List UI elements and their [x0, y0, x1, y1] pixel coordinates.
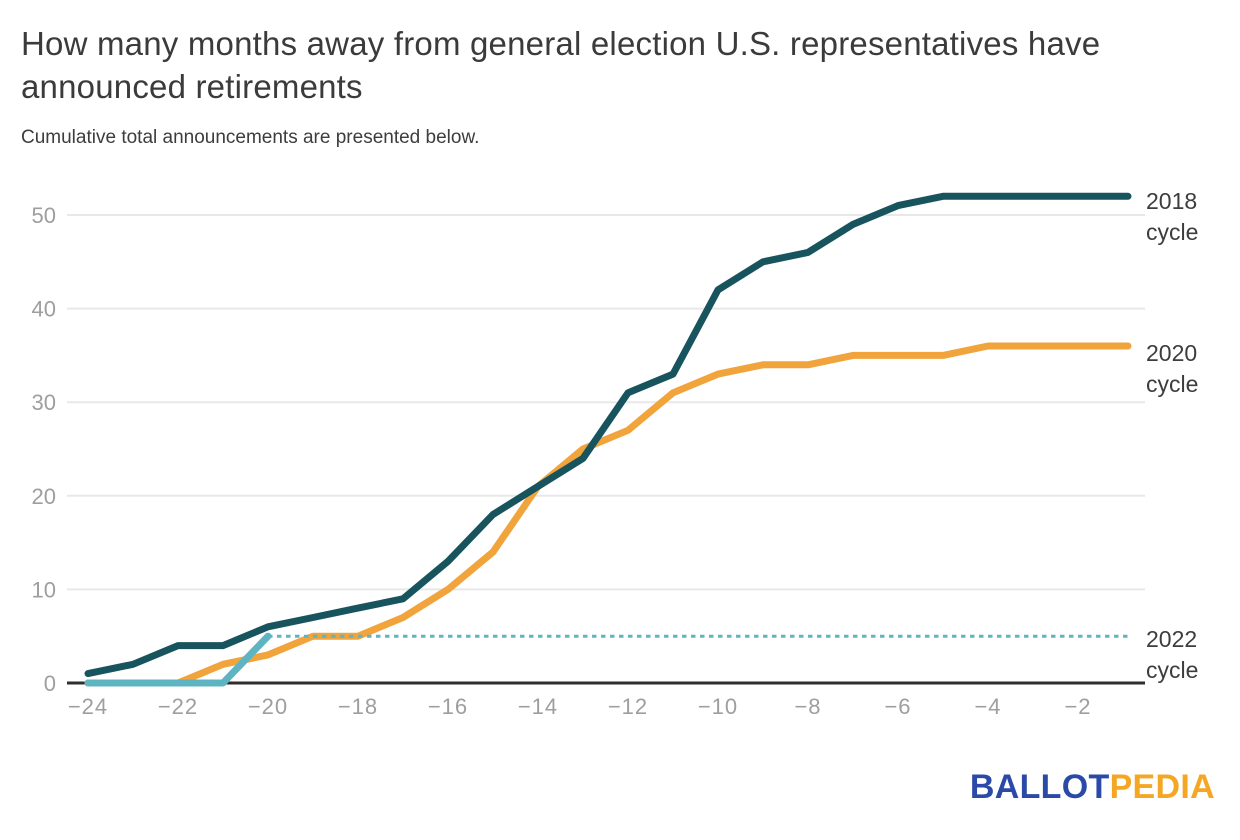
x-tick-label--18: −18	[338, 694, 378, 719]
x-tick-label--8: −8	[794, 694, 821, 719]
x-tick-label--10: −10	[698, 694, 738, 719]
series-label-year: 2022	[1146, 626, 1198, 652]
series-label-cycle: cycle	[1146, 657, 1199, 683]
x-tick-label--24: −24	[68, 694, 108, 719]
x-tick-label--12: −12	[608, 694, 648, 719]
line-2022-cycle-solid	[84, 632, 272, 687]
ballotpedia-logo: BALLOTPEDIA	[970, 768, 1215, 807]
logo-text-ballot: BALLOT	[969, 768, 1110, 806]
series-label-year: 2020	[1146, 340, 1198, 366]
y-tick-label-40: 40	[32, 297, 56, 322]
chart-title: How many months away from general electi…	[21, 25, 1101, 105]
line-2020-cycle	[84, 342, 1132, 687]
x-tick-label--2: −2	[1064, 694, 1091, 719]
chart-subtitle: Cumulative total announcements are prese…	[21, 127, 480, 148]
x-tick-label--6: −6	[884, 694, 911, 719]
series-label-cycle: cycle	[1146, 371, 1199, 397]
series-label-year: 2018	[1146, 188, 1198, 214]
y-tick-label-0: 0	[44, 671, 56, 696]
series-label-cycle: cycle	[1146, 219, 1199, 245]
x-tick-label--4: −4	[974, 694, 1001, 719]
logo-text-pedia: PEDIA	[1109, 768, 1215, 806]
line-2018-cycle	[84, 192, 1132, 678]
series-label-2020-cycle: 2020 cycle	[1146, 338, 1198, 400]
y-tick-label-50: 50	[32, 203, 56, 228]
series-label-2022-cycle: 2022 cycle	[1146, 624, 1198, 686]
series-label-2018-cycle: 2018 cycle	[1146, 186, 1198, 248]
x-tick-label--14: −14	[518, 694, 558, 719]
y-tick-label-10: 10	[32, 577, 56, 602]
x-tick-label--20: −20	[248, 694, 288, 719]
y-tick-label-30: 30	[32, 390, 56, 415]
y-tick-label-20: 20	[32, 484, 56, 509]
x-tick-label--22: −22	[158, 694, 198, 719]
x-tick-label--16: −16	[428, 694, 468, 719]
